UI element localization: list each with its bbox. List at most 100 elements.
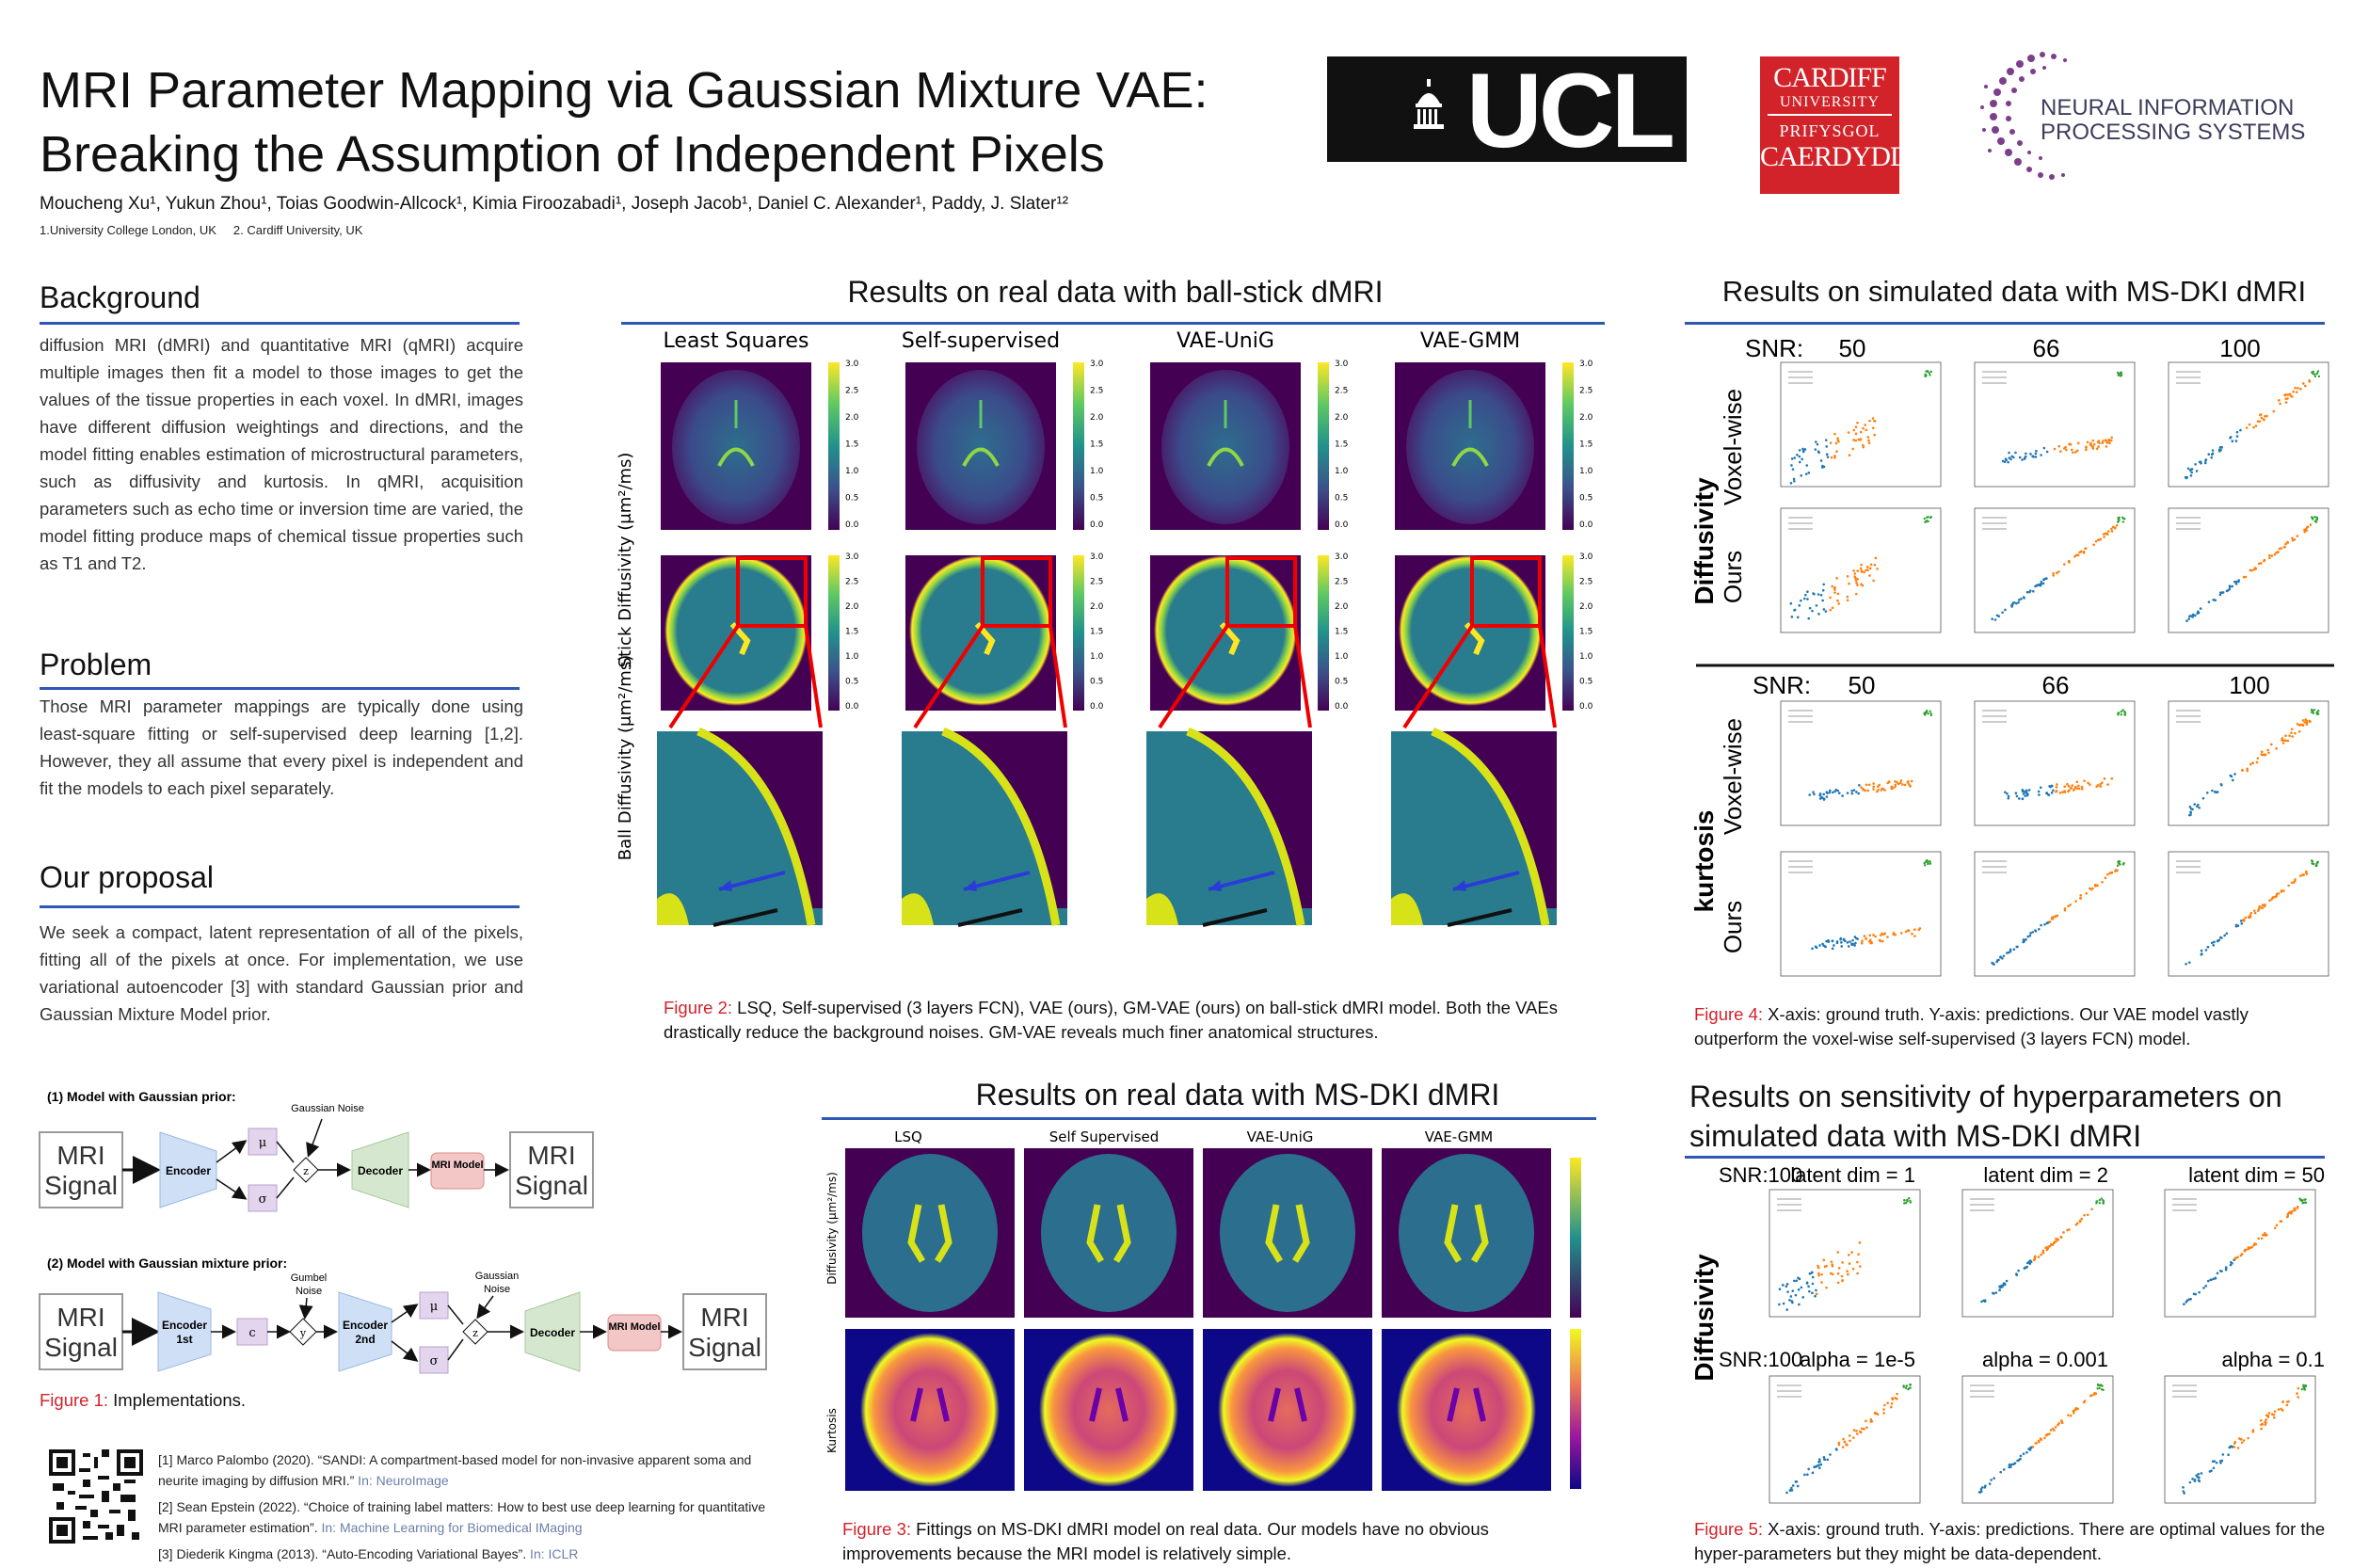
- fig4-scatter-point: [2192, 614, 2195, 616]
- fig4-scatter-point: [2201, 796, 2205, 800]
- fig5-snr-label-1: SNR:100: [1719, 1163, 1802, 1187]
- fig5-scatter-point: [1829, 1453, 1832, 1456]
- fig5-scatter-point: [2286, 1214, 2290, 1218]
- fig4-scatter-point: [1790, 464, 1793, 467]
- fig4-scatter-point: [1824, 610, 1828, 613]
- fig2-zoom-box: [981, 556, 1052, 628]
- fig5-scatter-point: [2240, 1253, 2244, 1256]
- fig4-scatter-point: [2290, 731, 2293, 735]
- fig4-scatter-point: [2210, 941, 2214, 945]
- fig2-zoom-line-left: [1158, 624, 1229, 729]
- fig4-scatter-point: [2074, 786, 2077, 789]
- fig4-scatter-point: [1836, 437, 1839, 440]
- fig4-scatter-point: [2070, 448, 2073, 452]
- fig4-scatter-point: [1860, 786, 1863, 789]
- fig4-scatter-point: [2067, 904, 2070, 908]
- fig4-scatter-point: [2065, 448, 2068, 452]
- fig4-scatter-point: [2263, 558, 2266, 562]
- fig2-colorbar-tick: 1.5: [845, 628, 858, 637]
- gaussian-noise-a: Gaussian Noise: [291, 1103, 364, 1114]
- fig5-scatter-point: [2260, 1237, 2264, 1240]
- fig2-col-lsq: Least Squares: [664, 329, 809, 353]
- fig5-scatter-point: [1882, 1412, 1885, 1415]
- fig4-scatter-point: [2089, 441, 2092, 445]
- fig4-scatter-point-green: [2123, 712, 2126, 716]
- gaussian-noise-b-line1: Gaussian: [475, 1271, 519, 1282]
- fig4-scatter-point-green: [2310, 859, 2313, 862]
- fig2-colorbar-tick: 2.5: [1090, 578, 1103, 587]
- fig4-scatter-point: [2211, 789, 2214, 792]
- fig3-diffusivity-brain: [1399, 1154, 1534, 1312]
- fig4-scatter-point-green: [1923, 861, 1926, 865]
- fig5-scatter-point: [1786, 1290, 1789, 1293]
- fig4-scatter-point: [2194, 463, 2197, 466]
- fig4-scatter-point: [1911, 932, 1913, 936]
- fig5-scatter-point: [2219, 1462, 2222, 1464]
- fig5-scatter-point: [1815, 1292, 1818, 1296]
- fig4-scatter-point: [2110, 527, 2113, 531]
- c-node: c: [248, 1326, 255, 1340]
- reference-2-source[interactable]: In: Machine Learning for Biomedical IMag…: [317, 1520, 583, 1535]
- fig5-scatter-point: [1836, 1281, 1840, 1285]
- fig2-black-arrow: [712, 908, 778, 927]
- fig5-scatter-point: [1820, 1281, 1823, 1284]
- fig4-scatter-point: [2242, 575, 2246, 579]
- fig5-scatter-point: [2273, 1416, 2276, 1419]
- fig4-scatter-point-green: [2118, 373, 2121, 376]
- fig5-alpha-1: alpha = 1e-5: [1800, 1348, 1915, 1371]
- fig4-scatter-point: [2101, 441, 2104, 444]
- fig4-scatter-point: [2055, 786, 2058, 789]
- fig4-scatter-point: [2299, 387, 2302, 391]
- mu-a: μ: [259, 1136, 266, 1150]
- fig4-scatter-point: [2025, 452, 2027, 456]
- fig4-scatter-point: [1826, 792, 1829, 794]
- fig5-scatter-point: [2281, 1400, 2284, 1403]
- fig4-scatter-point: [2105, 532, 2108, 536]
- fig5-scatter-point: [1856, 1272, 1859, 1275]
- fig2-colorbar-tick: 0.5: [1090, 494, 1103, 504]
- fig4-scatter-point: [2193, 803, 2196, 806]
- fig4-scatter-point-green: [2119, 863, 2121, 866]
- fig4-scatter-point: [2252, 425, 2255, 429]
- fig4-scatter-point: [2003, 460, 2007, 464]
- fig5-scatter-point: [2183, 1303, 2185, 1305]
- fig5-latent-50: latent dim = 50: [2188, 1163, 2325, 1187]
- fig4-scatter-point-green: [2316, 370, 2320, 373]
- fig2-zoom-line-left: [913, 624, 984, 729]
- fig4-scatter-point: [2235, 430, 2239, 434]
- problem-heading: Problem: [40, 648, 152, 681]
- fig5-scatter-point: [2053, 1240, 2057, 1244]
- fig4-scatter-point: [1866, 789, 1870, 792]
- fig4-scatter-point: [2015, 945, 2019, 949]
- fig4-scatter-point: [1808, 606, 1812, 610]
- decoder-a: Decoder: [358, 1164, 403, 1177]
- reference-1-source[interactable]: In: NeuroImage: [354, 1473, 449, 1488]
- fig5-scatter-point: [1843, 1440, 1847, 1444]
- fig5-scatter-point: [2033, 1255, 2037, 1258]
- qr-code-icon[interactable]: [49, 1449, 143, 1544]
- fig4-scatter-point: [2063, 907, 2067, 910]
- fig5-scatter-point-green: [1909, 1384, 1913, 1386]
- fig2-colorbar-tick: 0.5: [845, 678, 858, 687]
- fig4-scatter-point: [1829, 596, 1832, 600]
- fig3-col-vaegmm: VAE-GMM: [1425, 1128, 1494, 1145]
- fig3-rule: [822, 1117, 1596, 1120]
- fig4-scatter-point: [2046, 792, 2050, 796]
- fig4-scatter-point: [1865, 937, 1867, 940]
- mri-signal-in-b-line1: MRI: [56, 1303, 104, 1332]
- fig4-scatter-point: [1829, 608, 1833, 612]
- fig3-col-selfsup: Self Supervised: [1049, 1128, 1160, 1145]
- fig4-scatter-point: [1828, 789, 1832, 792]
- reference-3-source[interactable]: In: ICLR: [526, 1546, 579, 1561]
- fig5-scatter-point: [2049, 1429, 2053, 1432]
- fig2-colorbar-tick: 0.5: [845, 494, 858, 504]
- fig4-scatter-point: [2288, 734, 2291, 738]
- fig4-scatter-point: [2282, 546, 2286, 549]
- fig4-scatter-point: [2023, 457, 2026, 460]
- fig4-scatter-point: [2061, 791, 2064, 794]
- fig4-scatter-point: [2001, 611, 2004, 615]
- fig4-scatter-point: [1860, 941, 1864, 945]
- fig5-scatter-point: [1803, 1473, 1806, 1477]
- fig2-stick-tract: [1207, 447, 1244, 467]
- fig5-scatter-point: [2239, 1437, 2242, 1441]
